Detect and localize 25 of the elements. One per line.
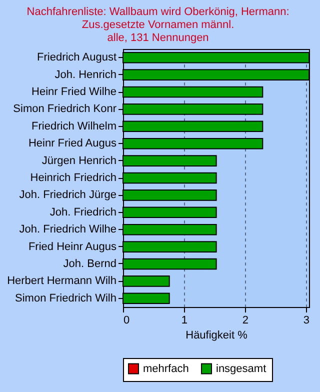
y-tick-label: Friedrich Wilhelm [32,120,116,132]
text: Zus.gesetzte Vornamen männl. [82,19,234,31]
y-tick-label: Fried Heinr Augus [28,240,117,253]
text: alle, 131 Nennungen [107,32,209,44]
y-tick-label: Joh. Friedrich [50,206,116,218]
y-tick-label: Simon Friedrich Konr [13,103,117,116]
y-tick-label: Heinr Fried Wilhe [32,86,116,98]
x-axis-title: Häufigkeit % [186,330,248,342]
y-tick-label: Herbert Hermann Wilh [7,275,116,288]
y-tick-label: Heinrich Friedrich [30,172,116,184]
y-tick-label: Joh. Bernd [63,258,116,270]
x-tick-label: 1 [181,314,188,326]
y-tick-label: Simon Friedrich Wilh [15,292,116,304]
y-tick-label: Joh. Friedrich Jürge [19,189,116,202]
x-tick-label: 2 [242,314,249,326]
y-tick-label: Heinr Fried Augus [28,138,117,150]
y-tick-label: Jürgen Henrich [42,154,116,167]
y-tick-label: Joh. Friedrich Wilhe [19,224,116,236]
legend-label: insgesamt [216,362,266,375]
x-tick-label: 0 [124,314,130,326]
y-tick-label: Friedrich August [37,52,116,64]
text: Nachfahrenliste: Wallbaum wird Oberkönig, Hermann: [26,6,290,18]
y-tick-label: Joh. Henrich [54,68,116,81]
x-tick-label: 3 [303,314,310,326]
legend-label: mehrfach [143,362,189,375]
